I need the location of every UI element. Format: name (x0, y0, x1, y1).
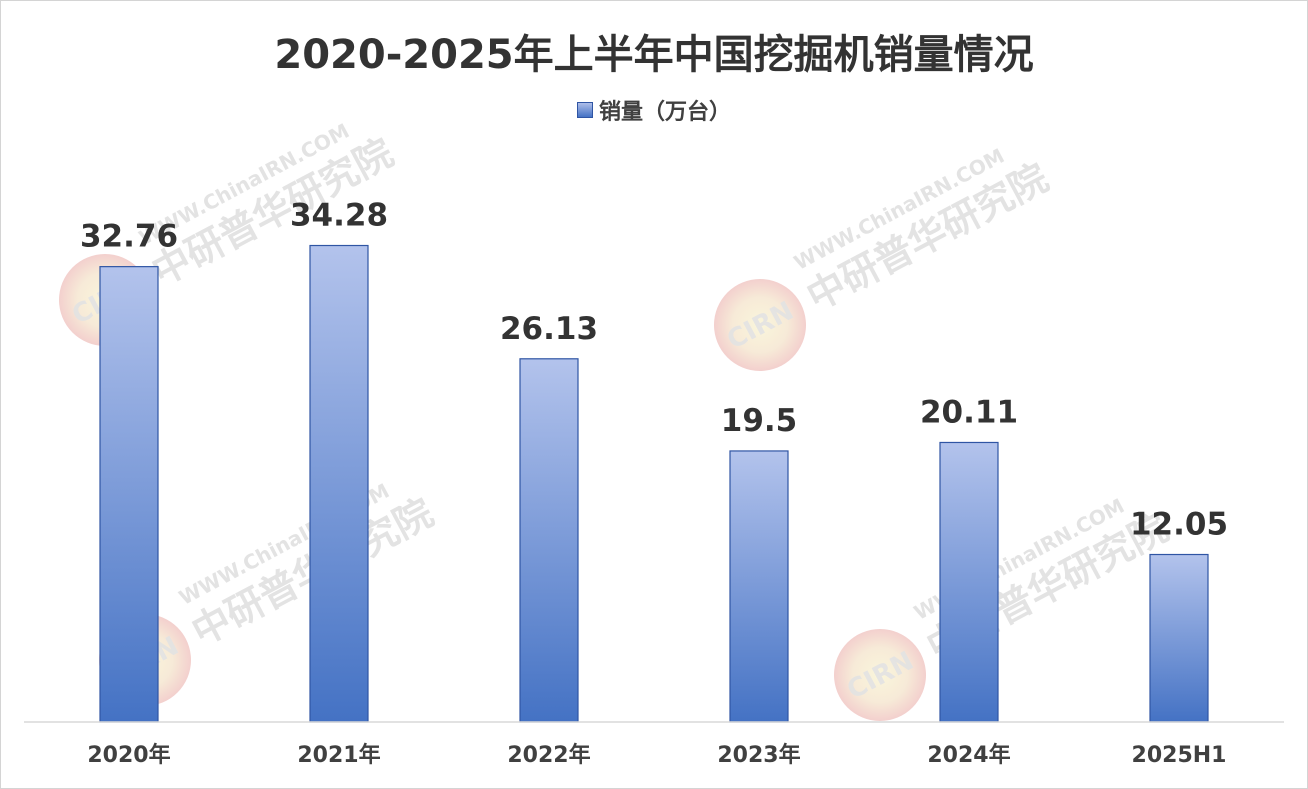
legend: 销量（万台） (0, 94, 1308, 126)
x-tick-1: 2021年 (297, 742, 380, 768)
cirn-logo-icon (714, 279, 806, 371)
data-label-3: 19.5 (721, 403, 798, 439)
data-label-1: 34.28 (290, 198, 388, 234)
bar-2 (519, 358, 579, 723)
bars-layer (99, 244, 1209, 723)
labels-layer: 32.76 34.28 26.13 19.5 20.11 12.05 (80, 198, 1228, 543)
bar-3 (729, 450, 789, 723)
bar-4 (939, 441, 999, 723)
legend-swatch (576, 102, 593, 118)
x-tick-2: 2022年 (507, 742, 590, 768)
chart-title: 2020-2025年上半年中国挖掘机销量情况 (274, 32, 1034, 78)
data-label-2: 26.13 (500, 311, 598, 347)
data-label-4: 20.11 (920, 394, 1018, 430)
legend-label: 销量（万台） (598, 100, 731, 125)
bar-1 (309, 244, 369, 723)
data-label-5: 12.05 (1130, 507, 1228, 543)
cirn-logo-icon (834, 629, 926, 721)
bar-5 (1149, 553, 1209, 723)
x-tick-0: 2020年 (87, 742, 170, 768)
data-label-0: 32.76 (80, 219, 178, 255)
x-tick-5: 2025H1 (1132, 743, 1227, 768)
x-tick-4: 2024年 (927, 742, 1010, 768)
bar-0 (99, 266, 159, 723)
ticks-layer: 2020年 2021年 2022年 2023年 2024年 2025H1 (87, 742, 1226, 768)
x-tick-3: 2023年 (717, 742, 800, 768)
